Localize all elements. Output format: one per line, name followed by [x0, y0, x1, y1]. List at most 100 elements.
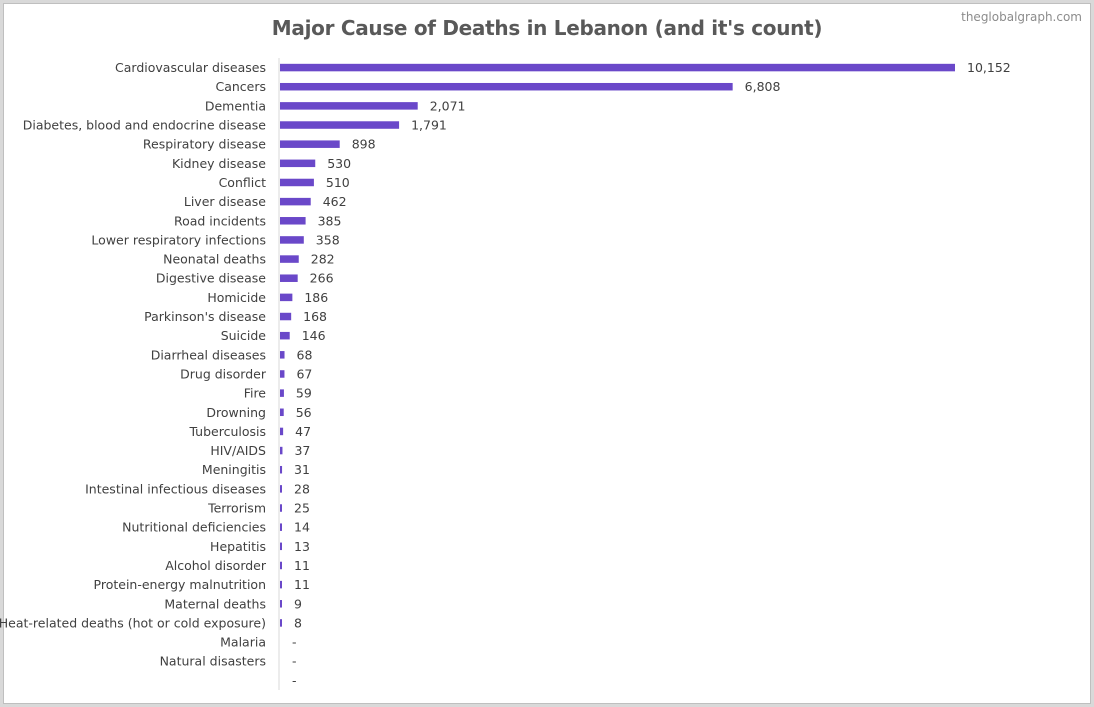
value-label: 898 [352, 137, 376, 152]
bar [280, 523, 282, 531]
chart-title: Major Cause of Deaths in Lebanon (and it… [271, 16, 823, 40]
category-label: Protein-energy malnutrition [94, 577, 266, 592]
value-label: 186 [304, 290, 328, 305]
value-label: 11 [294, 558, 310, 573]
category-label: Road incidents [174, 213, 266, 228]
category-label: Fire [244, 386, 267, 401]
watermark: theglobalgraph.com [961, 10, 1082, 24]
bar [280, 351, 285, 359]
value-label: - [292, 673, 297, 688]
bar [280, 446, 283, 455]
category-label: Meningitis [202, 462, 266, 477]
bar [280, 485, 282, 493]
value-label: 31 [294, 462, 310, 477]
category-label: Suicide [221, 328, 267, 343]
value-label: 37 [294, 443, 310, 458]
value-label: 530 [327, 156, 351, 171]
category-label: Terrorism [207, 501, 266, 516]
bar [280, 504, 282, 512]
category-label: Heat-related deaths (hot or cold exposur… [0, 615, 266, 630]
bar [280, 102, 418, 110]
category-label: Hepatitis [210, 539, 266, 554]
bar [280, 236, 304, 244]
category-label: Conflict [219, 175, 267, 190]
bar [280, 542, 282, 551]
bar [280, 121, 400, 129]
value-label: 9 [294, 596, 302, 611]
bar [280, 465, 283, 474]
value-label: 11 [294, 577, 310, 592]
bar [280, 331, 290, 340]
category-label: Drowning [206, 405, 266, 420]
value-label: 6,808 [745, 79, 781, 94]
value-label: - [292, 654, 297, 669]
bar [280, 312, 292, 321]
category-label: Tuberculosis [188, 424, 266, 439]
value-label: 14 [294, 520, 310, 535]
value-label: 47 [295, 424, 311, 439]
value-label: 56 [296, 405, 312, 420]
value-label: 266 [310, 271, 334, 286]
bar [280, 178, 314, 187]
category-label: Dementia [205, 98, 266, 113]
bar [280, 408, 284, 417]
category-label: Natural disasters [160, 654, 266, 669]
category-label: Lower respiratory infections [91, 232, 266, 247]
category-label: Intestinal infectious diseases [85, 481, 266, 496]
category-label: Parkinson's disease [144, 309, 266, 324]
category-label: Nutritional deficiencies [122, 520, 266, 535]
value-label: 1,791 [411, 118, 447, 133]
value-label: 462 [323, 194, 347, 209]
bar [280, 255, 299, 263]
value-label: 510 [326, 175, 350, 190]
value-label: 25 [294, 501, 310, 516]
value-label: 67 [296, 366, 312, 381]
category-label: Homicide [207, 290, 266, 305]
bar [280, 159, 316, 168]
bar [280, 600, 282, 608]
category-label: Drug disorder [180, 366, 267, 381]
value-label: 168 [303, 309, 327, 324]
bar [280, 427, 284, 436]
bar [280, 63, 955, 72]
bar [280, 82, 733, 91]
bar [280, 217, 306, 225]
bar [280, 274, 298, 282]
value-label: 8 [294, 615, 302, 630]
bar [280, 140, 340, 148]
value-label: 358 [316, 232, 340, 247]
category-label: Maternal deaths [164, 596, 266, 611]
bar [280, 561, 282, 570]
bar [280, 370, 285, 378]
category-label: Malaria [220, 635, 266, 650]
value-label: 68 [297, 347, 313, 362]
category-label: Cardiovascular diseases [115, 60, 266, 75]
value-label: 28 [294, 481, 310, 496]
value-label: 282 [311, 252, 335, 267]
value-label: - [292, 635, 297, 650]
category-label: Diarrheal diseases [151, 347, 266, 362]
value-label: 2,071 [430, 98, 466, 113]
value-label: 13 [294, 539, 310, 554]
category-label: Respiratory disease [143, 137, 266, 152]
bar [280, 293, 293, 302]
bar [280, 389, 284, 397]
bar [280, 580, 282, 589]
category-label: Alcohol disorder [165, 558, 267, 573]
chart-card: Major Cause of Deaths in Lebanon (and it… [3, 3, 1091, 704]
category-label: Cancers [215, 79, 266, 94]
bar [280, 619, 282, 627]
category-label: Kidney disease [172, 156, 266, 171]
value-label: 10,152 [967, 60, 1011, 75]
category-label: Diabetes, blood and endocrine disease [23, 118, 267, 133]
category-label: Neonatal deaths [163, 252, 266, 267]
value-label: 146 [302, 328, 326, 343]
bar [280, 197, 311, 206]
category-label: HIV/AIDS [210, 443, 266, 458]
category-label: Digestive disease [156, 271, 266, 286]
category-label: Liver disease [184, 194, 266, 209]
value-label: 385 [318, 213, 342, 228]
value-label: 59 [296, 386, 312, 401]
